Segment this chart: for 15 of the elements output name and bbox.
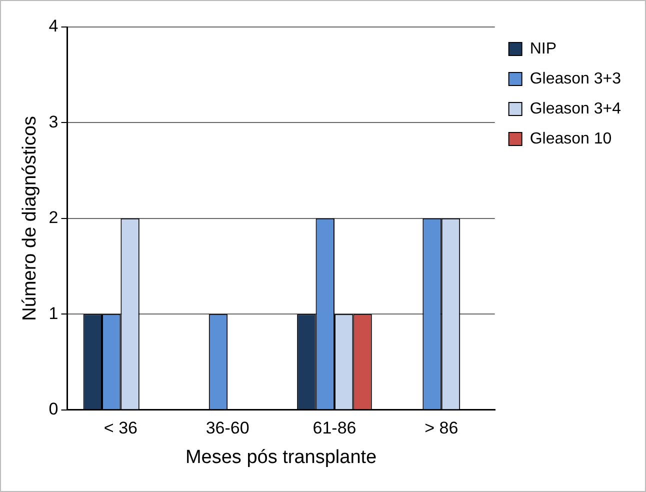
y-axis-title: Número de diagnósticos: [20, 116, 41, 321]
legend-label: Gleason 3+3: [530, 70, 622, 88]
legend-label: NIP: [530, 40, 556, 58]
legend-label: Gleason 10: [530, 130, 612, 148]
y-tick-label: 1: [48, 304, 58, 323]
legend-label: Gleason 3+4: [530, 100, 622, 118]
x-tick-label: 61-86: [312, 418, 356, 438]
x-tick-label: < 36: [104, 418, 138, 438]
x-tick-label: > 86: [424, 418, 458, 438]
y-tick-label: 0: [48, 399, 58, 418]
y-tick-label: 3: [48, 112, 58, 132]
x-tick-label: 36-60: [206, 418, 250, 438]
x-axis-title: Meses pós transplante: [185, 446, 377, 468]
y-tick-label: 2: [48, 208, 58, 228]
y-tick-label: 4: [48, 16, 58, 36]
